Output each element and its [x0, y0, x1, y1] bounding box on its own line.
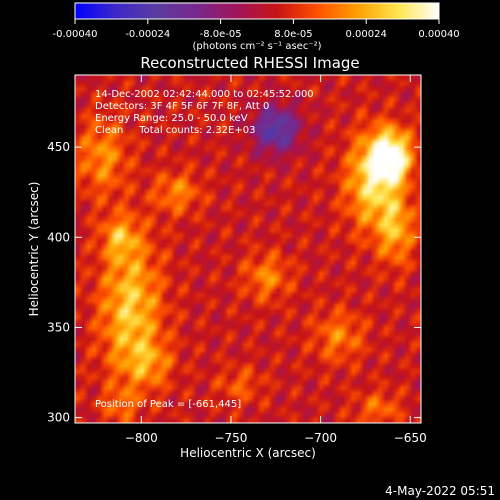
colorbar-tick-label: -0.00024 [125, 29, 170, 40]
colorbar-tick-label: 0.00024 [346, 29, 387, 40]
x-tick-label: −650 [394, 431, 427, 445]
x-axis: −800 −750 −700 −650 [125, 75, 427, 445]
info-block: 14-Dec-2002 02:42:44.000 to 02:45:52.000… [95, 89, 314, 136]
x-axis-label: Heliocentric X (arcsec) [180, 446, 316, 460]
colorbar-tick-label: 0.00040 [418, 29, 459, 40]
colorbar-tick-label: -8.0e-05 [200, 29, 242, 40]
info-energy-range: Energy Range: 25.0 - 50.0 keV [95, 113, 248, 124]
y-tick-label: 300 [47, 411, 70, 425]
colorbar-gradient [74, 2, 440, 20]
chart-title: Reconstructed RHESSI Image [140, 54, 359, 72]
colorbar-ticks: -0.00040 -0.00024 -8.0e-05 8.0e-05 0.00024 0.… [53, 19, 460, 40]
y-axis-label: Heliocentric Y (arcsec) [27, 182, 41, 317]
colorbar: -0.00040 -0.00024 -8.0e-05 8.0e-05 0.00024 0.… [53, 2, 460, 52]
heatmap [74, 74, 422, 424]
info-time-range: 14-Dec-2002 02:42:44.000 to 02:45:52.000 [95, 89, 314, 100]
colorbar-tick-label: -0.00040 [53, 29, 98, 40]
x-tick-label: −800 [125, 431, 158, 445]
x-tick-label: −700 [304, 431, 337, 445]
timestamp: 4-May-2022 05:51 [385, 484, 495, 498]
plot-frame [74, 74, 422, 424]
colorbar-tick-label: 8.0e-05 [274, 29, 312, 40]
y-tick-label: 450 [47, 140, 70, 154]
y-tick-label: 350 [47, 320, 70, 334]
x-tick-label: −750 [214, 431, 247, 445]
colorbar-units: (photons cm⁻² s⁻¹ asec⁻²) [192, 41, 321, 52]
info-clean-counts: Clean Total counts: 2.32E+03 [95, 125, 255, 136]
heatmap-image [75, 75, 421, 423]
y-axis: 300 350 400 450 [47, 140, 421, 425]
y-tick-label: 400 [47, 230, 70, 244]
info-detectors: Detectors: 3F 4F 5F 6F 7F 8F, Att 0 [95, 101, 269, 112]
peak-position-label: Position of Peak = [-661,445] [95, 399, 241, 410]
